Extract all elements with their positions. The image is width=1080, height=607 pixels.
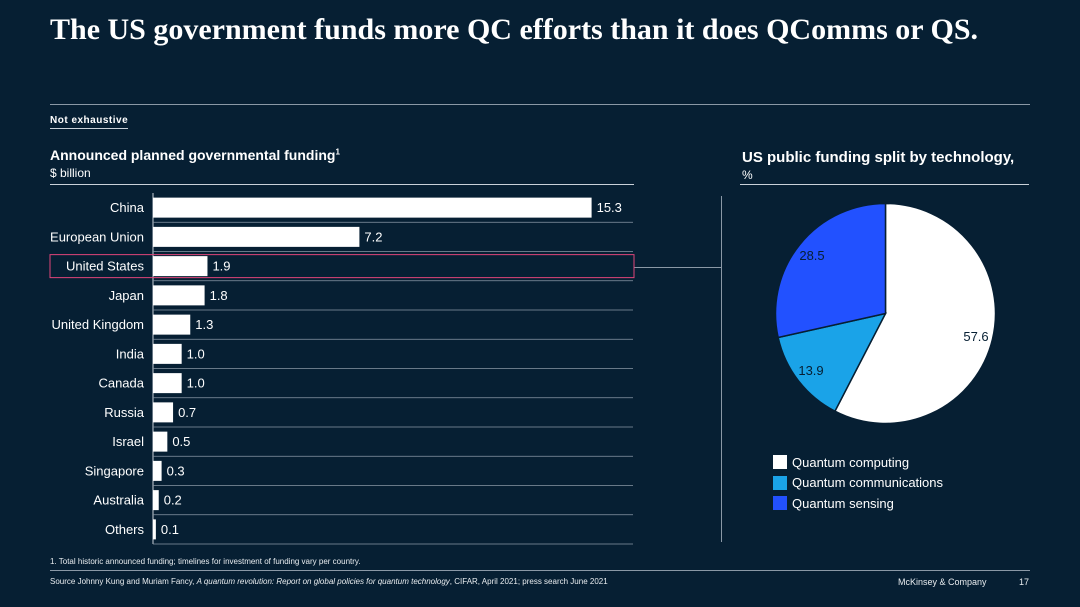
value-label: 0.3 bbox=[167, 463, 185, 478]
source-prefix: Source Johnny Kung and Muriam Fancy, bbox=[50, 577, 197, 586]
bar bbox=[153, 519, 156, 540]
bar-chart: China 15.3 European Union 7.2 United States 1… bbox=[49, 193, 635, 545]
footnote: 1. Total historic announced funding; tim… bbox=[50, 557, 361, 566]
not-exhaustive-tag: Not exhaustive bbox=[50, 115, 129, 129]
brand-name: McKinsey & Company bbox=[898, 577, 987, 587]
pie-slice bbox=[777, 312, 887, 413]
value-label: 0.5 bbox=[172, 434, 190, 449]
category-label: India bbox=[116, 346, 145, 361]
pie-legend: Quantum computing Quantum communications… bbox=[773, 452, 943, 514]
bar bbox=[153, 373, 182, 394]
legend-item-quantum-computing: Quantum computing bbox=[773, 452, 943, 473]
legend-label: Quantum communications bbox=[792, 475, 944, 491]
category-label: United States bbox=[66, 259, 145, 274]
footer-divider bbox=[50, 570, 1030, 571]
panel-divider bbox=[721, 196, 722, 542]
bar bbox=[153, 226, 360, 247]
bar-chart-title-text: Announced planned governmental funding bbox=[50, 147, 336, 163]
category-label: Israel bbox=[112, 434, 144, 449]
bar-chart-title: Announced planned governmental funding1 bbox=[50, 147, 340, 163]
category-label: United Kingdom bbox=[52, 317, 145, 332]
pie-slice bbox=[833, 202, 997, 425]
category-label: China bbox=[110, 200, 145, 215]
source-note: Source Johnny Kung and Muriam Fancy, A q… bbox=[50, 577, 608, 586]
slice-value-label: 57.6 bbox=[963, 329, 988, 344]
category-label: Japan bbox=[109, 288, 144, 303]
footnote-marker: 1 bbox=[335, 147, 340, 157]
legend-swatch bbox=[773, 475, 787, 490]
source-report-title: A quantum revolution: Report on global p… bbox=[196, 577, 450, 586]
legend-label: Quantum sensing bbox=[792, 495, 894, 511]
highlight-box bbox=[49, 254, 635, 279]
pie-chart-unit: % bbox=[742, 168, 753, 182]
value-label: 1.0 bbox=[187, 346, 205, 361]
category-label: Singapore bbox=[85, 463, 144, 478]
value-label: 0.7 bbox=[178, 405, 196, 420]
value-label: 15.3 bbox=[597, 200, 622, 215]
value-label: 7.2 bbox=[364, 229, 382, 244]
category-label: Russia bbox=[104, 405, 145, 420]
title-divider bbox=[50, 104, 1030, 105]
legend-swatch bbox=[773, 455, 787, 470]
value-label: 1.8 bbox=[210, 288, 228, 303]
value-label: 0.2 bbox=[164, 493, 182, 508]
pie-slice bbox=[774, 202, 887, 339]
legend-item-quantum-communications: Quantum communications bbox=[773, 473, 943, 494]
value-label: 0.1 bbox=[161, 522, 179, 537]
slice-value-label: 28.5 bbox=[799, 248, 824, 263]
source-suffix: , CIFAR, April 2021; press search June 2… bbox=[449, 577, 608, 586]
bar-chart-header-rule bbox=[50, 184, 634, 185]
bar bbox=[153, 314, 191, 335]
bar bbox=[153, 256, 208, 277]
value-label: 1.0 bbox=[187, 376, 205, 391]
bar bbox=[153, 343, 182, 364]
value-label: 1.9 bbox=[212, 259, 230, 274]
value-label: 1.3 bbox=[195, 317, 213, 332]
bar bbox=[153, 402, 174, 423]
page-title: The US government funds more QC efforts … bbox=[50, 13, 979, 46]
pie-chart-header-rule bbox=[740, 184, 1029, 185]
pie-chart-title: US public funding split by technology, bbox=[742, 149, 1015, 166]
bar-chart-unit: $ billion bbox=[50, 166, 91, 180]
category-label: European Union bbox=[50, 229, 144, 244]
highlight-connector-line bbox=[634, 267, 722, 268]
category-label: Australia bbox=[93, 493, 144, 508]
slice-value-label: 13.9 bbox=[798, 363, 823, 378]
bar bbox=[153, 285, 205, 306]
bar bbox=[153, 431, 168, 452]
category-label: Others bbox=[105, 522, 145, 537]
category-label: Canada bbox=[98, 376, 144, 391]
bar bbox=[153, 460, 162, 481]
legend-item-quantum-sensing: Quantum sensing bbox=[773, 493, 943, 514]
bar bbox=[153, 197, 592, 218]
bar bbox=[153, 490, 159, 511]
legend-label: Quantum computing bbox=[792, 454, 910, 470]
page-number: 17 bbox=[1019, 577, 1030, 587]
legend-swatch bbox=[773, 496, 787, 511]
